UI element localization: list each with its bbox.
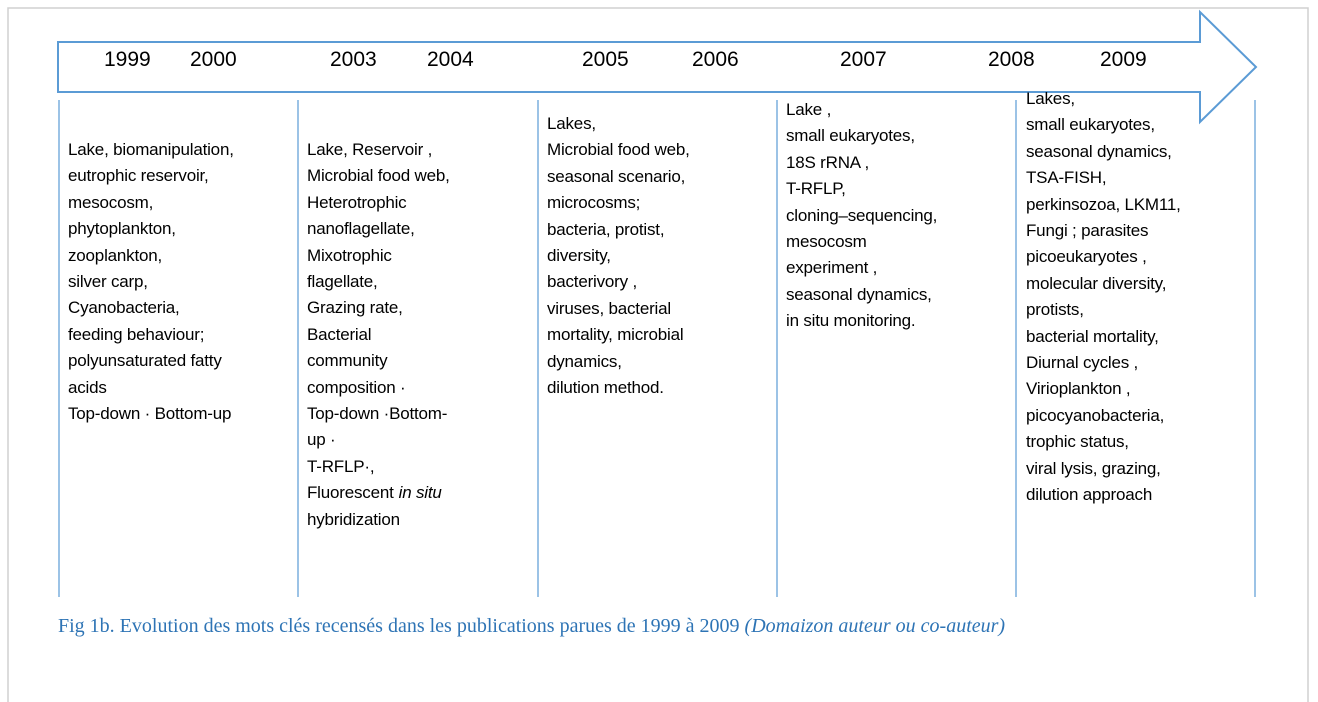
timeline-arrow xyxy=(57,9,1258,125)
keyword-line: bacterial mortality, xyxy=(1026,326,1159,346)
year-label: 2003 xyxy=(330,48,377,71)
keyword-line: microcosms; xyxy=(547,193,641,213)
keyword-line: dilution method. xyxy=(547,378,664,398)
keyword-line: mesocosm xyxy=(786,232,867,252)
keyword-line: T-RFLP·, xyxy=(307,456,375,476)
keyword-line: mortality, microbial xyxy=(547,325,684,345)
keyword-line: dilution approach xyxy=(1026,485,1153,505)
keyword-line: acids xyxy=(68,377,107,397)
keyword-column: Lakes, small eukaryotes, seasonal dynamics… xyxy=(1026,86,1181,509)
keyword-line: cloning–sequencing, xyxy=(786,205,938,225)
keyword-column: Lakes, Microbial food web, seasonal scenar… xyxy=(547,111,690,401)
caption-note: (Domaizon auteur ou co-auteur) xyxy=(744,615,1006,637)
keyword-column: Lake, biomanipulation, eutrophic reservoi… xyxy=(68,137,234,427)
keyword-line: small eukaryotes, xyxy=(1026,115,1155,135)
caption: Fig 1b. Evolution des mots clés recensés… xyxy=(58,610,1278,642)
keyword-line: molecular diversity, xyxy=(1026,273,1167,293)
keyword-line: dynamics, xyxy=(547,351,622,371)
keyword-line: picoeukaryotes , xyxy=(1026,247,1147,267)
keyword-line: polyunsaturated fatty xyxy=(68,351,222,371)
keyword-line: Lakes, xyxy=(1026,89,1075,108)
keyword-line: Fluorescent in situ xyxy=(307,480,450,506)
keyword-line: T-RFLP, xyxy=(786,179,846,199)
keyword-line: bacteria, protist, xyxy=(547,219,665,239)
keyword-line: Lake, Reservoir , xyxy=(307,140,433,159)
keyword-line: mesocosm, xyxy=(68,192,154,212)
keyword-line: Grazing rate, xyxy=(307,298,403,318)
year-label: 2004 xyxy=(427,48,474,71)
keyword-line: Top-down ·Bottom- xyxy=(307,404,448,424)
keyword-line: composition · xyxy=(307,377,406,397)
keyword-line: small eukaryotes, xyxy=(786,126,915,146)
keyword-line: Fungi ; parasites xyxy=(1026,221,1149,241)
keyword-line: Top-down · Bottom-up xyxy=(68,404,232,424)
keyword-line: perkinsozoa, LKM11, xyxy=(1026,194,1181,214)
keyword-line: protists, xyxy=(1026,300,1084,320)
keyword-line: community xyxy=(307,351,388,371)
column-dividers xyxy=(58,100,1256,597)
year-label: 2005 xyxy=(582,48,629,71)
keyword-line: nanoflagellate, xyxy=(307,219,415,239)
keyword-line: diversity, xyxy=(547,246,611,266)
keyword-line: in situ monitoring. xyxy=(786,311,916,331)
year-label: 2000 xyxy=(190,48,237,71)
year-label: 2006 xyxy=(692,48,739,71)
keyword-line: Lake, biomanipulation, xyxy=(68,140,234,159)
keyword-line: eutrophic reservoir, xyxy=(68,166,209,186)
keyword-line: seasonal dynamics, xyxy=(786,284,932,304)
keyword-line: Lake , xyxy=(786,100,832,119)
keyword-line: picocyanobacteria, xyxy=(1026,405,1165,425)
keyword-line: viruses, bacterial xyxy=(547,298,671,318)
keyword-line: experiment , xyxy=(786,258,878,278)
keyword-column: Lake , small eukaryotes, 18S rRNA , T-RFLP,… xyxy=(786,97,937,335)
keyword-segment: in situ xyxy=(398,483,442,503)
year-label: 2008 xyxy=(988,48,1035,71)
keyword-line: silver carp, xyxy=(68,272,148,292)
keyword-line: Microbial food web, xyxy=(547,140,690,160)
keyword-line: seasonal dynamics, xyxy=(1026,141,1172,161)
keyword-line: Lakes, xyxy=(547,114,596,133)
keyword-line: seasonal scenario, xyxy=(547,166,686,186)
keyword-line: Virioplankton , xyxy=(1026,379,1131,399)
keyword-line: Diurnal cycles , xyxy=(1026,353,1139,373)
keyword-line: Heterotrophic xyxy=(307,192,407,212)
keyword-line: viral lysis, grazing, xyxy=(1026,458,1161,478)
keyword-line: bacterivory , xyxy=(547,272,637,292)
keyword-line: flagellate, xyxy=(307,272,378,292)
keyword-line: trophic status, xyxy=(1026,432,1129,452)
keyword-line: Mixotrophic xyxy=(307,245,392,265)
keyword-column: Lake, Reservoir , Microbial food web, Hete… xyxy=(307,137,450,533)
keyword-line: Microbial food web, xyxy=(307,166,450,186)
frame xyxy=(7,7,1309,702)
keyword-line: hybridization xyxy=(307,509,400,529)
keyword-line: zooplankton, xyxy=(68,245,163,265)
keyword-line: 18S rRNA , xyxy=(786,152,870,172)
year-label: 1999 xyxy=(104,48,151,71)
year-label: 2007 xyxy=(840,48,887,71)
keyword-line: phytoplankton, xyxy=(68,219,176,239)
keyword-line: Cyanobacteria, xyxy=(68,298,180,318)
keyword-line: TSA-FISH, xyxy=(1026,168,1107,188)
keyword-line: Bacterial xyxy=(307,324,372,344)
keyword-line: feeding behaviour; xyxy=(68,324,205,344)
year-label: 2009 xyxy=(1100,48,1147,71)
keyword-segment: Fluorescent xyxy=(307,483,394,503)
caption-text: Fig 1b. Evolution des mots clés recensés… xyxy=(58,615,740,637)
keyword-line: up · xyxy=(307,430,336,450)
